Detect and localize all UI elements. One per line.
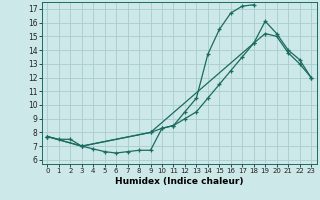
X-axis label: Humidex (Indice chaleur): Humidex (Indice chaleur) xyxy=(115,177,244,186)
